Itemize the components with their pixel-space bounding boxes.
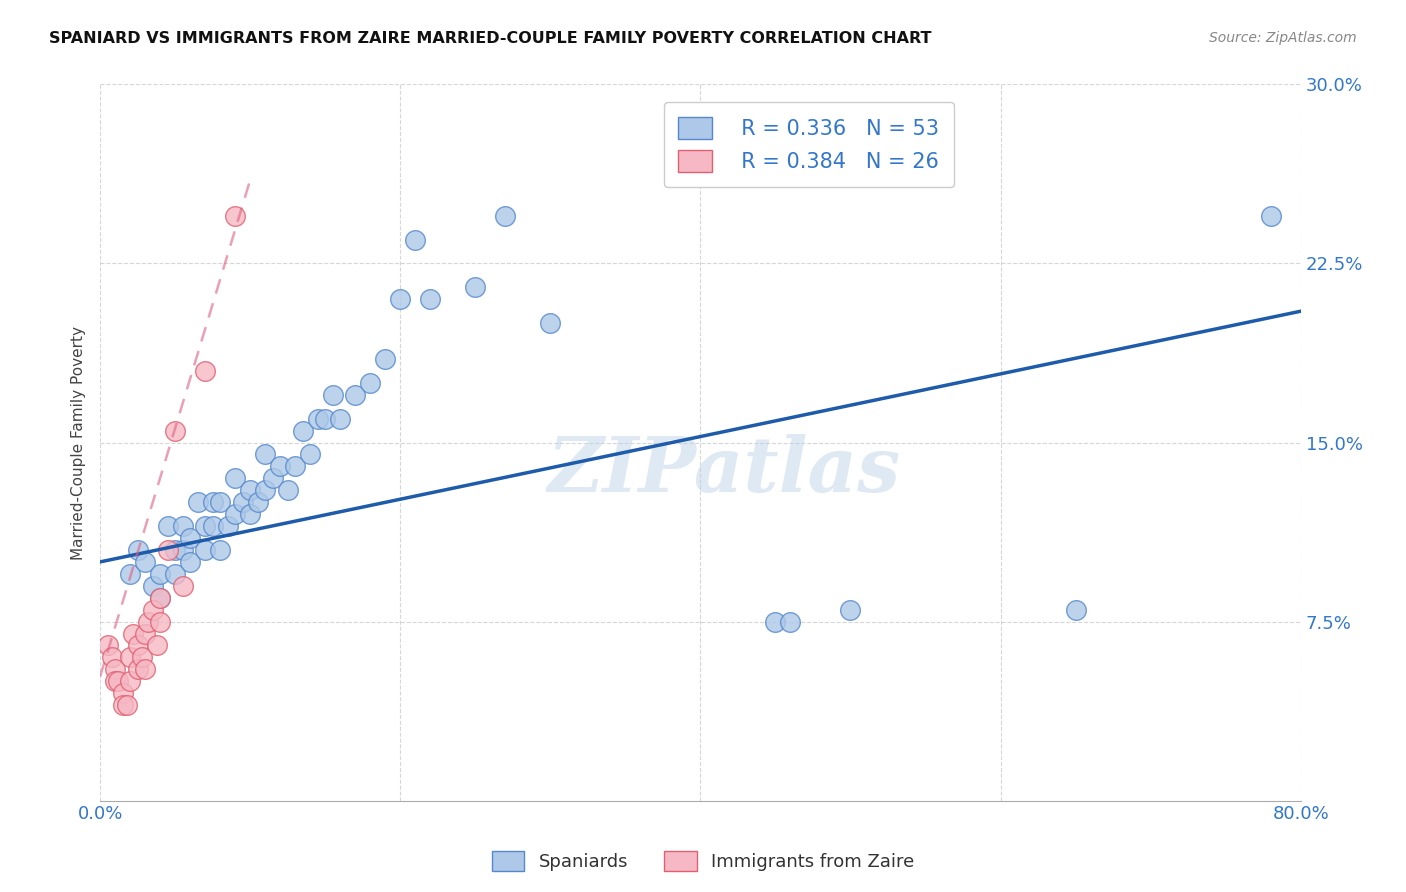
Point bbox=[142, 579, 165, 593]
Point bbox=[224, 209, 246, 223]
Point bbox=[224, 507, 246, 521]
Point bbox=[269, 459, 291, 474]
Text: SPANIARD VS IMMIGRANTS FROM ZAIRE MARRIED-COUPLE FAMILY POVERTY CORRELATION CHAR: SPANIARD VS IMMIGRANTS FROM ZAIRE MARRIE… bbox=[49, 31, 932, 46]
Point bbox=[201, 519, 224, 533]
Point bbox=[194, 543, 217, 558]
Point bbox=[209, 543, 232, 558]
Point bbox=[839, 602, 862, 616]
Point bbox=[142, 602, 165, 616]
Point bbox=[194, 364, 217, 378]
Point bbox=[156, 519, 179, 533]
Point bbox=[97, 639, 120, 653]
Point bbox=[149, 566, 172, 581]
Point bbox=[156, 543, 179, 558]
Point bbox=[172, 519, 194, 533]
Point bbox=[120, 674, 142, 689]
Point bbox=[149, 591, 172, 605]
Text: ZIPatlas: ZIPatlas bbox=[548, 434, 901, 508]
Point bbox=[344, 388, 367, 402]
Point bbox=[131, 650, 153, 665]
Point bbox=[165, 566, 187, 581]
Point bbox=[165, 543, 187, 558]
Point bbox=[172, 543, 194, 558]
Point bbox=[127, 662, 149, 676]
Point bbox=[120, 650, 142, 665]
Point bbox=[291, 424, 314, 438]
Point bbox=[194, 519, 217, 533]
Point bbox=[464, 280, 486, 294]
Point bbox=[404, 233, 426, 247]
Point bbox=[107, 674, 129, 689]
Point bbox=[322, 388, 344, 402]
Point bbox=[146, 639, 169, 653]
Point bbox=[101, 650, 124, 665]
Point bbox=[494, 209, 516, 223]
Point bbox=[201, 495, 224, 509]
Point bbox=[149, 591, 172, 605]
Point bbox=[127, 543, 149, 558]
Point bbox=[538, 316, 561, 330]
Point bbox=[254, 447, 277, 461]
Point bbox=[254, 483, 277, 498]
Point bbox=[419, 293, 441, 307]
Point bbox=[277, 483, 299, 498]
Point bbox=[374, 351, 396, 366]
Point bbox=[134, 555, 156, 569]
Point bbox=[779, 615, 801, 629]
Point bbox=[246, 495, 269, 509]
Text: Source: ZipAtlas.com: Source: ZipAtlas.com bbox=[1209, 31, 1357, 45]
Point bbox=[179, 555, 201, 569]
Point bbox=[389, 293, 412, 307]
Point bbox=[262, 471, 284, 485]
Point bbox=[127, 639, 149, 653]
Point bbox=[307, 411, 329, 425]
Point bbox=[224, 471, 246, 485]
Point bbox=[115, 698, 138, 713]
Point bbox=[187, 495, 209, 509]
Point bbox=[1064, 602, 1087, 616]
Point bbox=[239, 507, 262, 521]
Point bbox=[1260, 209, 1282, 223]
Point bbox=[165, 424, 187, 438]
Point bbox=[239, 483, 262, 498]
Point bbox=[122, 626, 145, 640]
Point bbox=[172, 579, 194, 593]
Point bbox=[104, 662, 127, 676]
Point bbox=[329, 411, 352, 425]
Point bbox=[149, 615, 172, 629]
Legend: Spaniards, Immigrants from Zaire: Spaniards, Immigrants from Zaire bbox=[485, 844, 921, 879]
Point bbox=[765, 615, 787, 629]
Point bbox=[179, 531, 201, 545]
Point bbox=[134, 662, 156, 676]
Point bbox=[111, 686, 134, 700]
Y-axis label: Married-Couple Family Poverty: Married-Couple Family Poverty bbox=[72, 326, 86, 559]
Point bbox=[111, 698, 134, 713]
Point bbox=[232, 495, 254, 509]
Point bbox=[136, 615, 159, 629]
Point bbox=[299, 447, 322, 461]
Point bbox=[359, 376, 381, 390]
Point bbox=[120, 566, 142, 581]
Point bbox=[209, 495, 232, 509]
Legend:   R = 0.336   N = 53,   R = 0.384   N = 26: R = 0.336 N = 53, R = 0.384 N = 26 bbox=[664, 102, 955, 187]
Point bbox=[314, 411, 336, 425]
Point bbox=[217, 519, 239, 533]
Point bbox=[104, 674, 127, 689]
Point bbox=[134, 626, 156, 640]
Point bbox=[284, 459, 307, 474]
